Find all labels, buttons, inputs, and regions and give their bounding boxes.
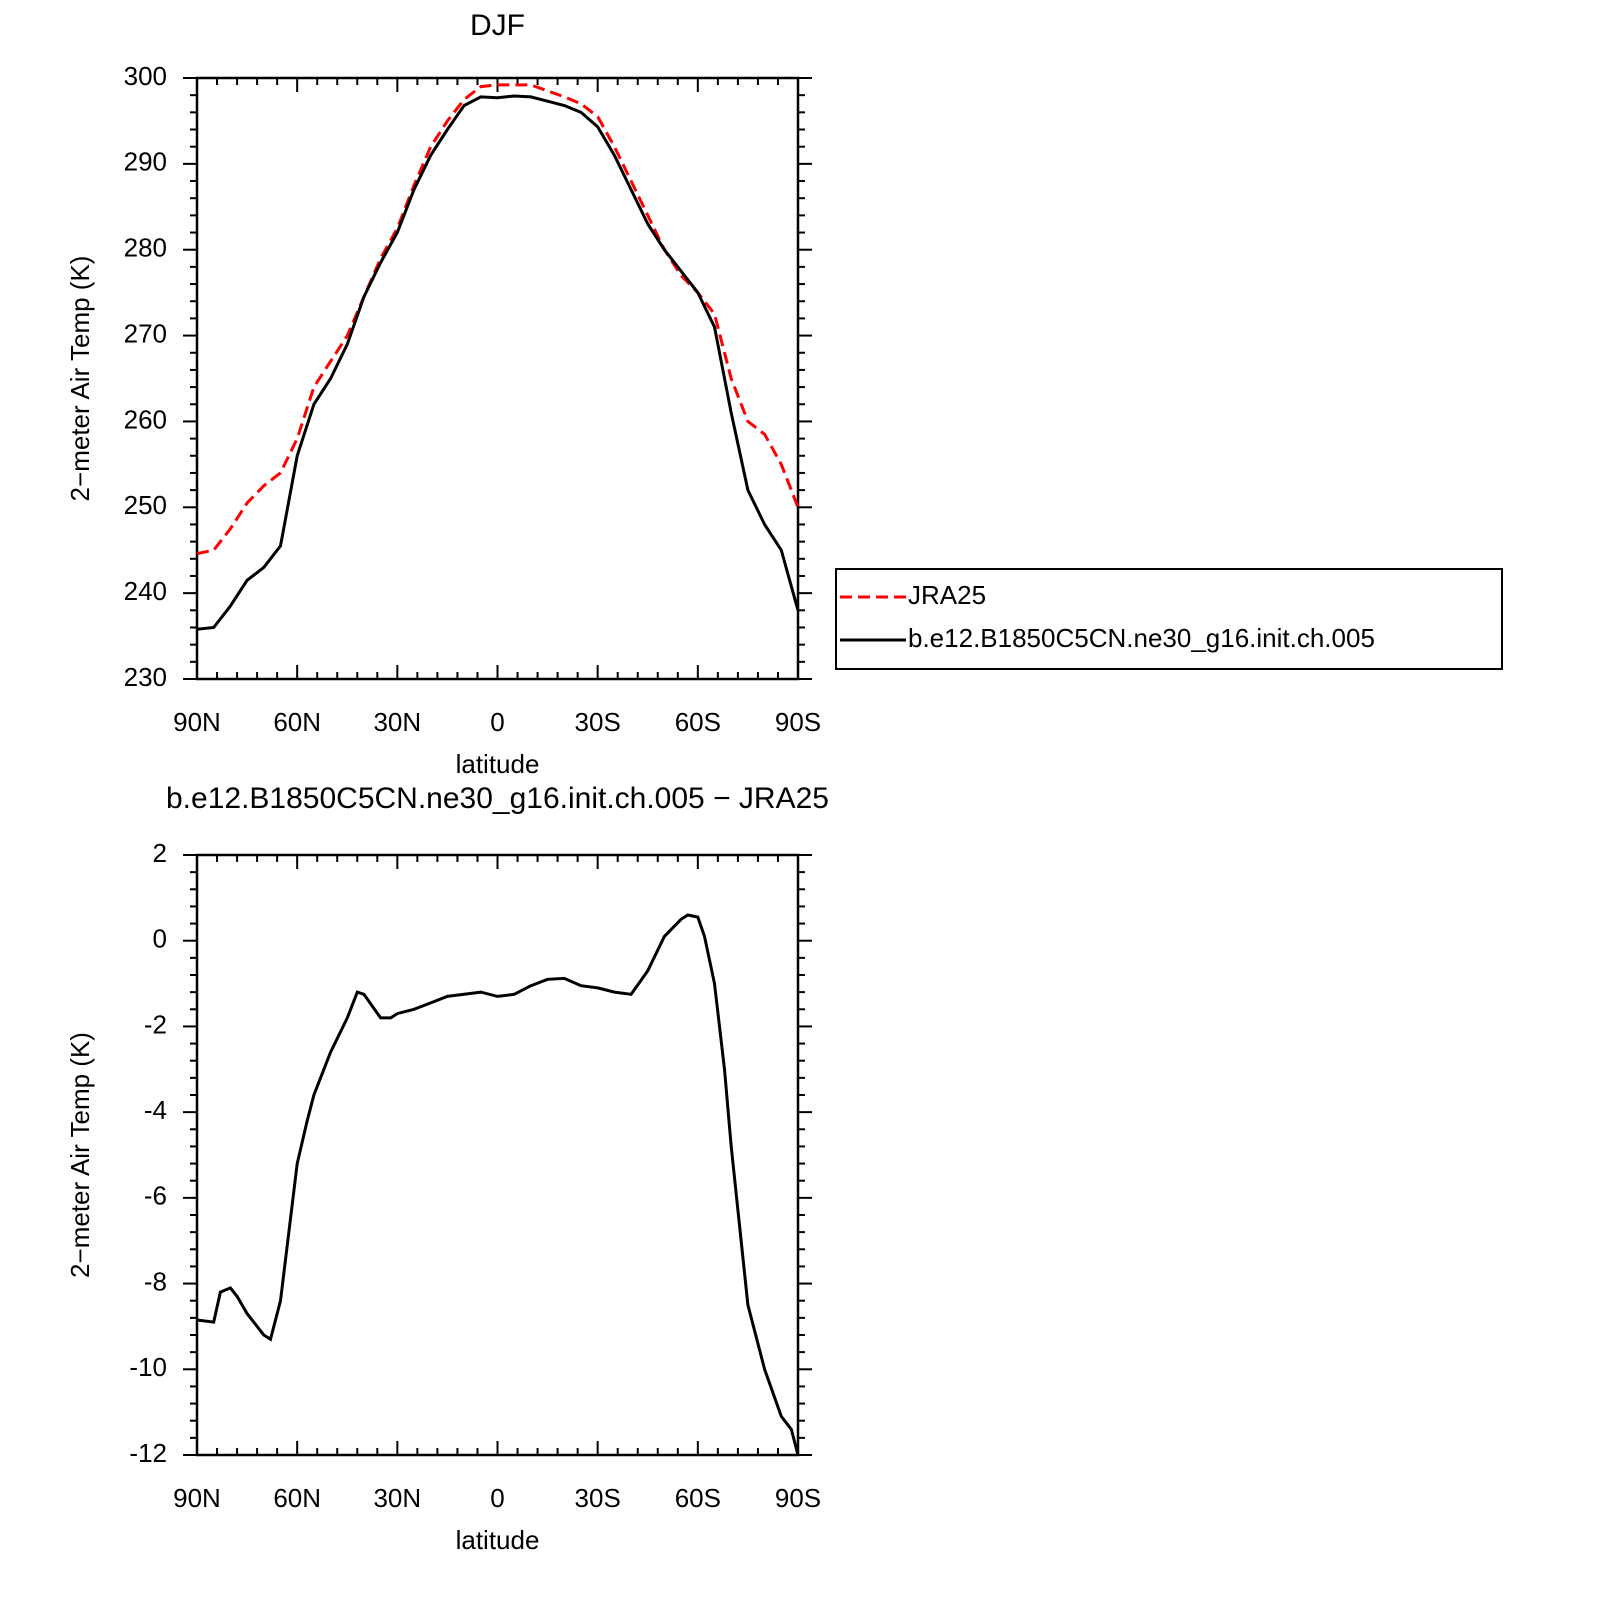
y-axis-label: 2−meter Air Temp (K): [65, 256, 95, 502]
y-tick-label: 2: [153, 838, 167, 868]
x-tick-label: 60S: [675, 707, 721, 737]
legend-label: JRA25: [908, 580, 986, 610]
y-axis-label: 2−meter Air Temp (K): [65, 1032, 95, 1278]
y-tick-label: -4: [144, 1095, 167, 1125]
y-tick-label: -10: [129, 1352, 167, 1382]
legend-box: [835, 568, 1503, 670]
y-tick-label: 290: [124, 147, 167, 177]
x-tick-label: 30N: [373, 1483, 421, 1513]
y-tick-label: -12: [129, 1438, 167, 1468]
series-line: [196, 913, 800, 1456]
y-tick-label: 0: [153, 924, 167, 954]
x-tick-label: 90S: [775, 1483, 821, 1513]
plot-frame: [195, 76, 800, 681]
plot-frame: [195, 853, 800, 1457]
x-tick-label: 90S: [775, 707, 821, 737]
x-tick-label: 60S: [675, 1483, 721, 1513]
legend-label: b.e12.B1850C5CN.ne30_g16.init.ch.005: [908, 623, 1375, 653]
chart-title: DJF: [470, 9, 525, 42]
x-tick-label: 60N: [273, 707, 321, 737]
y-tick-label: 250: [124, 490, 167, 520]
y-tick-label: 230: [124, 662, 167, 692]
y-tick-label: 280: [124, 233, 167, 263]
y-tick-label: 300: [124, 61, 167, 91]
y-tick-label: 240: [124, 576, 167, 606]
x-tick-label: 30N: [373, 707, 421, 737]
x-tick-label: 0: [490, 1483, 504, 1513]
series-line: [196, 94, 800, 631]
y-tick-label: -2: [144, 1009, 167, 1039]
x-tick-label: 90N: [173, 1483, 221, 1513]
x-axis-label: latitude: [456, 1525, 540, 1555]
chart-title: b.e12.B1850C5CN.ne30_g16.init.ch.005 − J…: [166, 782, 829, 815]
x-tick-label: 90N: [173, 707, 221, 737]
x-tick-label: 0: [490, 707, 504, 737]
x-tick-label: 30S: [575, 1483, 621, 1513]
series-line: [196, 83, 800, 556]
y-tick-label: -6: [144, 1181, 167, 1211]
x-axis-label: latitude: [456, 749, 540, 779]
x-tick-label: 60N: [273, 1483, 321, 1513]
y-tick-label: 270: [124, 318, 167, 348]
y-tick-label: 260: [124, 404, 167, 434]
y-tick-label: -8: [144, 1266, 167, 1296]
x-tick-label: 30S: [575, 707, 621, 737]
